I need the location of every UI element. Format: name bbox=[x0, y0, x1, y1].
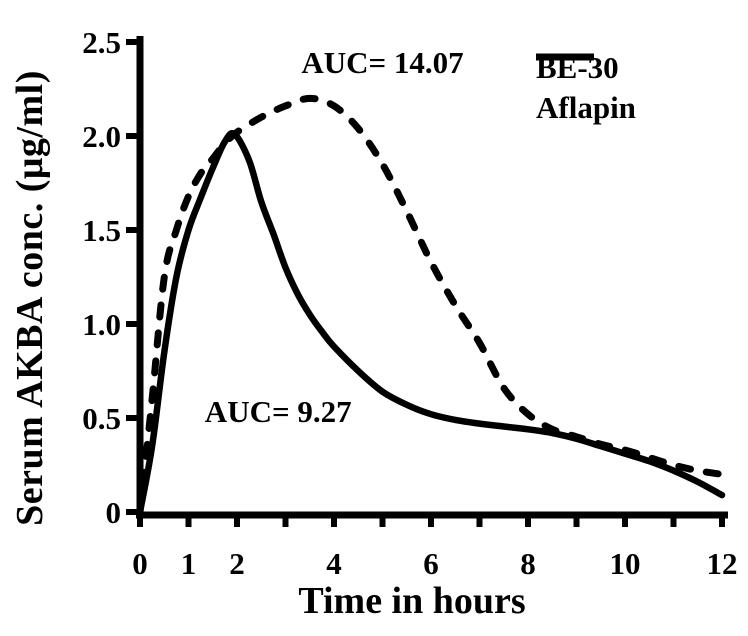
y-tick-label: 1.0 bbox=[82, 307, 121, 342]
x-tick-label: 10 bbox=[610, 546, 641, 581]
y-tick-label: 2.0 bbox=[82, 119, 121, 154]
x-tick-label: 6 bbox=[423, 546, 439, 581]
x-tick-label: 1 bbox=[181, 546, 197, 581]
x-tick-label: 12 bbox=[707, 546, 738, 581]
legend-item-aflapin: Aflapin bbox=[536, 53, 636, 125]
series-curve-be-30 bbox=[136, 129, 726, 516]
x-tick-label: 4 bbox=[326, 546, 342, 581]
series-curve-aflapin bbox=[136, 94, 726, 516]
y-tick-label: 2.5 bbox=[82, 25, 121, 60]
y-tick-label: 0 bbox=[106, 495, 122, 530]
dashed-line-swatch bbox=[536, 53, 594, 61]
y-tick-label: 1.5 bbox=[82, 213, 121, 248]
x-tick-label: 8 bbox=[520, 546, 536, 581]
legend-label-aflapin: Aflapin bbox=[536, 90, 636, 125]
y-axis-title: Serum AKBA conc. (μg/ml) bbox=[9, 70, 51, 526]
legend: BE-30 Aflapin bbox=[536, 52, 636, 123]
y-tick-label: 0.5 bbox=[82, 401, 121, 436]
x-axis-title: Time in hours bbox=[298, 580, 526, 622]
auc-annotation-aflapin: AUC= 14.07 bbox=[301, 44, 464, 80]
x-tick-label: 0 bbox=[132, 546, 148, 581]
x-tick-label: 2 bbox=[229, 546, 245, 581]
auc-annotation-be30: AUC= 9.27 bbox=[204, 394, 352, 430]
